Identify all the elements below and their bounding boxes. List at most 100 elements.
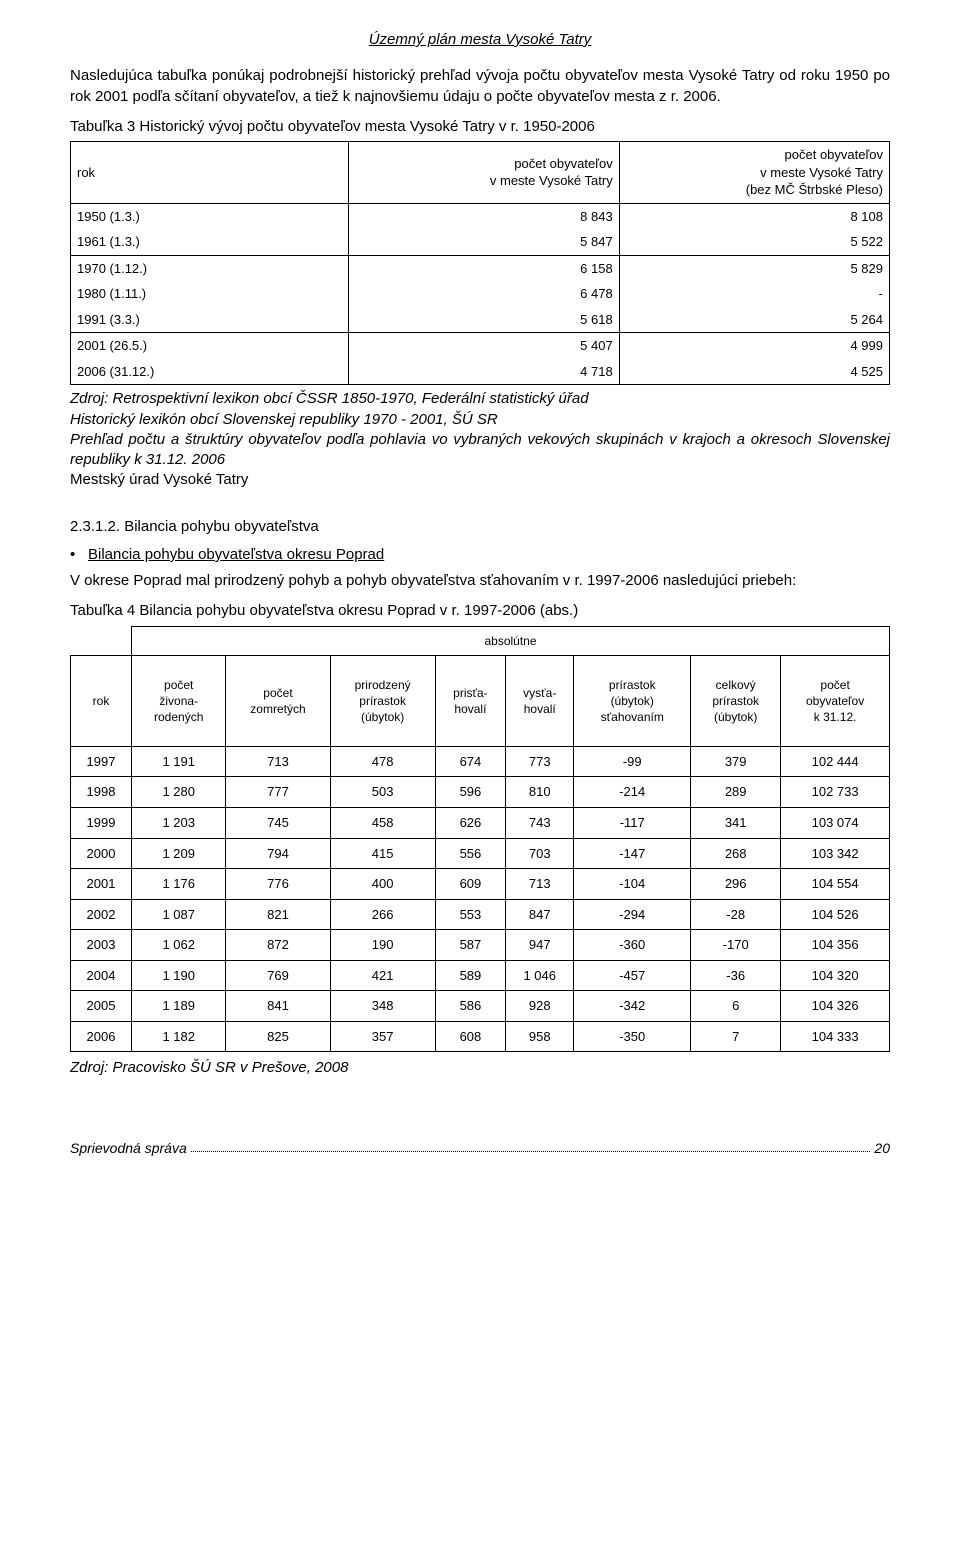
table4-row: 20031 062872190587947-360-170104 356 [71,930,890,961]
table4-cell: 1 046 [506,960,574,991]
table4-caption: Tabuľka 4 Bilancia pohybu obyvateľstva o… [70,601,890,621]
table4-cell: -28 [691,899,781,930]
table3-cell: 5 522 [619,229,889,255]
table4-cell: 2006 [71,1021,132,1052]
table4-cell: 104 326 [781,991,890,1022]
table4-cell: 587 [435,930,505,961]
table4-cell: 626 [435,808,505,839]
table3-cell: 2006 (31.12.) [71,359,349,385]
table4-cell: 745 [226,808,330,839]
table4-row: 20041 1907694215891 046-457-36104 320 [71,960,890,991]
table4-cell: 379 [691,746,781,777]
table4-cell: 421 [330,960,435,991]
table3-cell: 6 478 [349,281,619,307]
table4-cell: 103 342 [781,838,890,869]
table3-cell: 5 407 [349,333,619,359]
table4-cell: 589 [435,960,505,991]
intro-paragraph: Nasledujúca tabuľka ponúkaj podrobnejší … [70,66,890,107]
table4-cell: -104 [574,869,691,900]
table4-cell: -294 [574,899,691,930]
table3-cell: 5 829 [619,255,889,281]
table4-cell: 928 [506,991,574,1022]
table4-cell: 958 [506,1021,574,1052]
table4-cell: 1 176 [132,869,226,900]
table4-head-c4: prisťa-hovalí [435,655,505,746]
table4-cell: 2003 [71,930,132,961]
source-line-4: Mestský úrad Vysoké Tatry [70,471,248,488]
source-line-1: Zdroj: Retrospektivní lexikon obcí ČSSR … [70,390,589,407]
table3-row: 1970 (1.12.) 6 158 5 829 [71,255,890,281]
table4-cell: 553 [435,899,505,930]
source-line-2: Historický lexikón obcí Slovenskej repub… [70,411,498,428]
table3-head-col1: počet obyvateľov v meste Vysoké Tatry [349,142,619,204]
table4-head-c3: prirodzenýprírastok(úbytok) [330,655,435,746]
table3-cell: 4 999 [619,333,889,359]
footer-page-number: 20 [874,1139,890,1158]
table3-head-col2: počet obyvateľov v meste Vysoké Tatry (b… [619,142,889,204]
table3-cell: 4 525 [619,359,889,385]
table4-cell: 674 [435,746,505,777]
table4-cell: 478 [330,746,435,777]
table4-cell: 104 333 [781,1021,890,1052]
table4-cell: 703 [506,838,574,869]
table4-cell: 1 190 [132,960,226,991]
table4-cell: -350 [574,1021,691,1052]
table4-cell: 2000 [71,838,132,869]
table4-cell: 2005 [71,991,132,1022]
table4-cell: 296 [691,869,781,900]
table4-row: 20061 182825357608958-3507104 333 [71,1021,890,1052]
table3-row: 1950 (1.3.) 8 843 8 108 [71,203,890,229]
table4-cell: -36 [691,960,781,991]
table4: absolútne rok početživona-rodených počet… [70,626,890,1053]
table4-cell: -117 [574,808,691,839]
table4-head-c7: celkovýprírastok(úbytok) [691,655,781,746]
page-footer: Sprievodná správa 20 [70,1139,890,1158]
table4-cell: -342 [574,991,691,1022]
table3-head-col2-l2: v meste Vysoké Tatry [760,165,883,180]
table3-head-col1-l2: v meste Vysoké Tatry [490,173,613,188]
table4-cell: 1 203 [132,808,226,839]
table3-caption: Tabuľka 3 Historický vývoj počtu obyvate… [70,117,890,137]
table4-head-c8: početobyvateľovk 31.12. [781,655,890,746]
table3-cell: 5 264 [619,307,889,333]
table3-row: 1991 (3.3.) 5 618 5 264 [71,307,890,333]
table4-cell: 841 [226,991,330,1022]
table4-cell: 104 356 [781,930,890,961]
footer-left: Sprievodná správa [70,1139,187,1158]
table4-cell: -457 [574,960,691,991]
table4-cell: 104 526 [781,899,890,930]
table3-cell: - [619,281,889,307]
table4-cell: 1 191 [132,746,226,777]
table4-cell: 713 [506,869,574,900]
table4-cell: 415 [330,838,435,869]
table4-cell: 810 [506,777,574,808]
table4-row: 19991 203745458626743-117341103 074 [71,808,890,839]
footer-dots [191,1139,871,1152]
table4-cell: 190 [330,930,435,961]
page-header-title: Územný plán mesta Vysoké Tatry [70,30,890,50]
table3-source-block: Zdroj: Retrospektivní lexikon obcí ČSSR … [70,389,890,490]
table4-row: 19971 191713478674773-99379102 444 [71,746,890,777]
table3-row: 2006 (31.12.) 4 718 4 525 [71,359,890,385]
table4-cell: 357 [330,1021,435,1052]
table4-cell: 503 [330,777,435,808]
bullet-icon: • [70,545,88,565]
table4-cell: 2002 [71,899,132,930]
table4-cell: 7 [691,1021,781,1052]
table3-head-col1-l1: počet obyvateľov [514,156,612,171]
table4-cell: 268 [691,838,781,869]
table3-cell: 5 618 [349,307,619,333]
table4-cell: 1 189 [132,991,226,1022]
table4-cell: 104 320 [781,960,890,991]
table3-head-col2-l1: počet obyvateľov [785,147,883,162]
table4-cell: 596 [435,777,505,808]
table4-cell: 102 733 [781,777,890,808]
bullet-text: Bilancia pohybu obyvateľstva okresu Popr… [88,546,384,563]
table3-head-rok: rok [71,142,349,204]
table3-cell: 1991 (3.3.) [71,307,349,333]
table4-cell: 777 [226,777,330,808]
table4-cell: 348 [330,991,435,1022]
table4-cell: 608 [435,1021,505,1052]
source-line-3: Prehľad počtu a štruktúry obyvateľov pod… [70,431,890,468]
table4-cell: 6 [691,991,781,1022]
